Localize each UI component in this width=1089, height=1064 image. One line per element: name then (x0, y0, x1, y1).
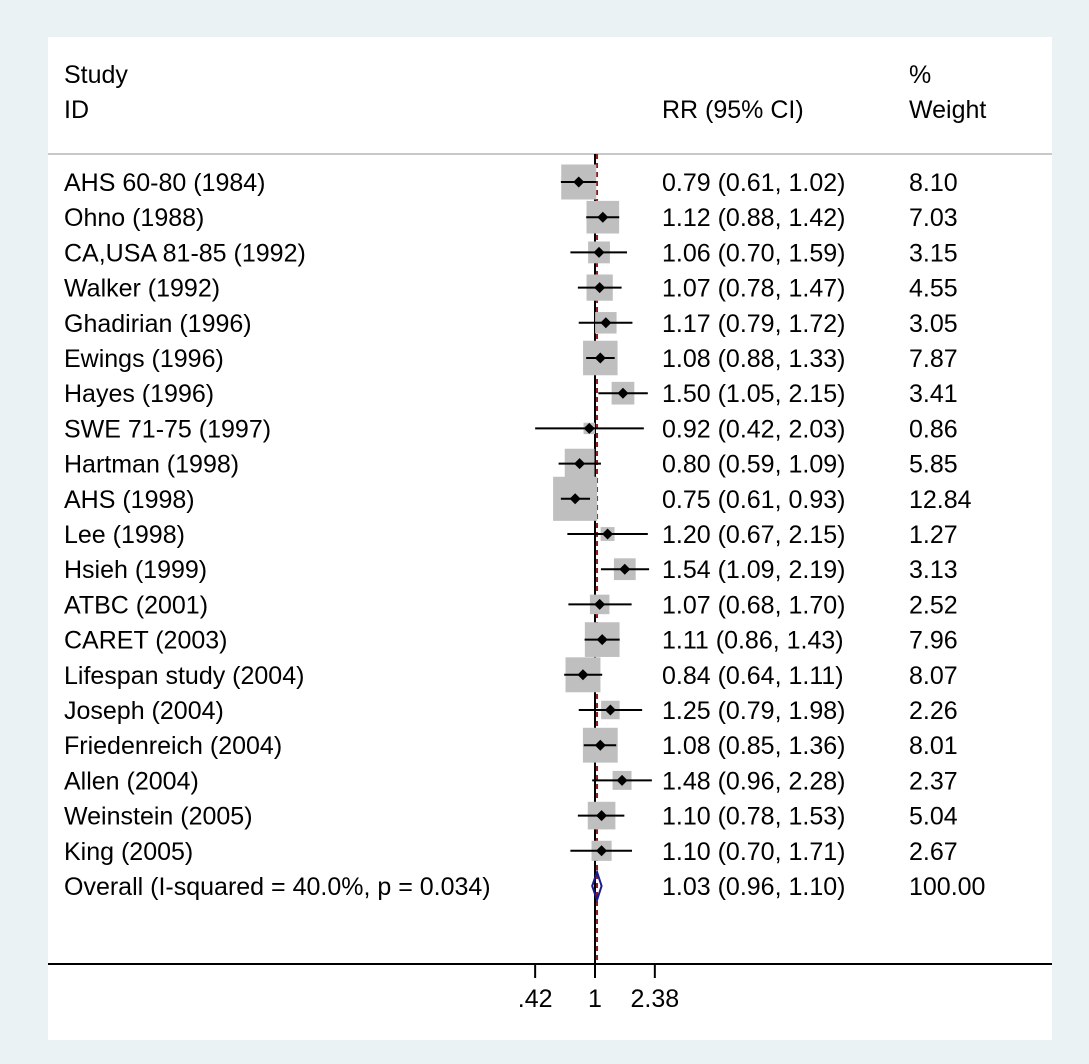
weight-value: 5.85 (909, 451, 958, 479)
point-estimate (594, 739, 606, 751)
weight-value: 7.03 (909, 204, 958, 232)
study-label: Ohno (1988) (64, 204, 204, 232)
study-label: AHS (1998) (64, 486, 195, 514)
rr-ci-value: 1.08 (0.85, 1.36) (662, 732, 845, 760)
study-label: Lee (1998) (64, 521, 185, 549)
study-label: Walker (1992) (64, 275, 220, 303)
x-tick-label: 1 (588, 985, 602, 1013)
weight-value: 4.55 (909, 275, 958, 303)
weight-value: 2.67 (909, 838, 958, 866)
study-label: CARET (2003) (64, 627, 228, 655)
point-estimate (594, 352, 606, 364)
point-estimate (597, 211, 609, 223)
rr-ci-header: RR (95% CI) (662, 96, 804, 124)
rr-ci-value: 0.92 (0.42, 2.03) (662, 415, 845, 443)
weight-value: 1.27 (909, 521, 958, 549)
point-estimate (600, 317, 612, 329)
weight-value: 8.10 (909, 169, 958, 197)
rr-ci-value: 0.84 (0.64, 1.11) (662, 662, 844, 690)
overall-label: Overall (I-squared = 40.0%, p = 0.034) (64, 873, 491, 901)
weight-header-percent: % (909, 61, 932, 89)
point-estimate (593, 246, 605, 258)
weight-value: 3.41 (909, 380, 958, 408)
point-estimate (577, 669, 589, 681)
study-label: King (2005) (64, 838, 193, 866)
study-label: Weinstein (2005) (64, 803, 253, 831)
point-estimate (596, 634, 608, 646)
point-estimate (617, 387, 629, 399)
rr-ci-value: 1.07 (0.68, 1.70) (662, 591, 845, 619)
study-label: Hayes (1996) (64, 380, 214, 408)
weight-value: 7.87 (909, 345, 958, 373)
weight-value: 0.86 (909, 415, 958, 443)
rr-ci-value: 1.08 (0.88, 1.33) (662, 345, 845, 373)
rr-ci-value: 1.50 (1.05, 2.15) (662, 380, 845, 408)
rr-ci-value: 0.79 (0.61, 1.02) (662, 169, 845, 197)
weight-value: 8.07 (909, 662, 958, 690)
weight-value: 2.52 (909, 591, 958, 619)
rr-ci-value: 0.75 (0.61, 0.93) (662, 486, 845, 514)
point-estimate (583, 422, 595, 434)
weight-header: Weight (909, 96, 987, 124)
study-label: AHS 60-80 (1984) (64, 169, 266, 197)
study-label: SWE 71-75 (1997) (64, 415, 271, 443)
study-label: Hsieh (1999) (64, 556, 207, 584)
x-tick-label: 2.38 (630, 985, 679, 1013)
weight-value: 3.13 (909, 556, 958, 584)
rr-ci-value: 1.17 (0.79, 1.72) (662, 310, 845, 338)
overall-weight-value: 100.00 (909, 873, 985, 901)
rr-ci-value: 1.10 (0.70, 1.71) (662, 838, 845, 866)
point-estimate (594, 282, 606, 294)
forest-plot-panel: Study ID RR (95% CI) % Weight AHS 60-80 … (48, 37, 1052, 1040)
point-estimate (573, 176, 585, 188)
rr-ci-value: 1.12 (0.88, 1.42) (662, 204, 845, 232)
weight-value: 2.26 (909, 697, 958, 725)
point-estimate (569, 493, 581, 505)
point-estimate (616, 774, 628, 786)
weight-value: 12.84 (909, 486, 972, 514)
weight-value: 3.05 (909, 310, 958, 338)
study-label: Friedenreich (2004) (64, 732, 282, 760)
point-estimate (596, 845, 608, 857)
rr-ci-value: 1.48 (0.96, 2.28) (662, 767, 845, 795)
rr-ci-value: 1.25 (0.79, 1.98) (662, 697, 845, 725)
study-label: Allen (2004) (64, 767, 199, 795)
study-label: Lifespan study (2004) (64, 662, 304, 690)
x-tick-label: .42 (518, 985, 553, 1013)
weight-value: 3.15 (909, 239, 958, 267)
weight-value: 7.96 (909, 627, 958, 655)
study-label: Joseph (2004) (64, 697, 224, 725)
rr-ci-value: 1.07 (0.78, 1.47) (662, 275, 845, 303)
study-label: Hartman (1998) (64, 451, 239, 479)
point-estimate (594, 598, 606, 610)
rr-ci-value: 1.11 (0.86, 1.43) (662, 627, 844, 655)
point-estimate (574, 458, 586, 470)
point-estimate (619, 563, 631, 575)
overall-diamond (591, 868, 603, 904)
rr-ci-value: 0.80 (0.59, 1.09) (662, 451, 845, 479)
overall-rr-ci-value: 1.03 (0.96, 1.10) (662, 873, 845, 901)
study-label: Ewings (1996) (64, 345, 224, 373)
weight-value: 2.37 (909, 767, 958, 795)
study-header: Study (64, 61, 128, 89)
point-estimate (596, 810, 608, 822)
study-label: CA,USA 81-85 (1992) (64, 239, 306, 267)
weight-value: 8.01 (909, 732, 958, 760)
rr-ci-value: 1.20 (0.67, 2.15) (662, 521, 845, 549)
rr-ci-value: 1.06 (0.70, 1.59) (662, 239, 845, 267)
rr-ci-value: 1.10 (0.78, 1.53) (662, 803, 845, 831)
rr-ci-value: 1.54 (1.09, 2.19) (662, 556, 845, 584)
forest-plot-svg: AHS 60-80 (1984) 0.79 (0.61, 1.02) 8.10 Ohn… (48, 153, 1052, 1013)
point-estimate (602, 528, 614, 540)
id-header: ID (64, 96, 89, 124)
study-label: Ghadirian (1996) (64, 310, 252, 338)
point-estimate (604, 704, 616, 716)
weight-value: 5.04 (909, 803, 958, 831)
study-label: ATBC (2001) (64, 591, 208, 619)
